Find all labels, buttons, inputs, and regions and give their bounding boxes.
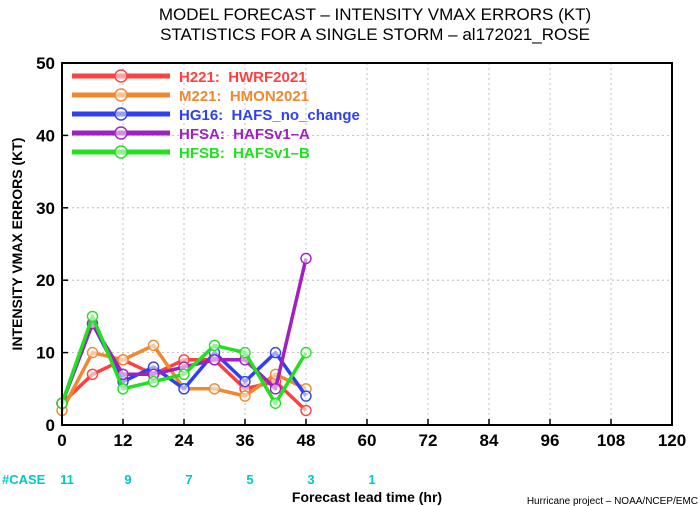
series-point	[239, 346, 251, 359]
series-point	[117, 383, 129, 395]
legend-label: H221: HWRF2021	[179, 69, 307, 86]
legend-label: HFSA: HAFSv1–A	[179, 126, 310, 143]
series-point	[208, 354, 221, 366]
x-tick-label: 0	[57, 431, 66, 450]
case-count: 7	[185, 472, 192, 487]
series-point	[86, 346, 99, 359]
series-point	[86, 310, 99, 323]
series-layer	[56, 252, 312, 417]
plot-frame	[61, 62, 673, 426]
y-tick-label: 50	[36, 54, 55, 73]
x-tick-label: 36	[236, 431, 255, 450]
legend-marker	[114, 145, 128, 159]
credit-text: Hurricane project – NOAA/NCEP/EMC	[527, 496, 698, 506]
legend: H221: HWRF2021 M221: HMON2021 HG16: HAFS_n…	[72, 69, 360, 162]
x-tick-label: 72	[419, 431, 438, 450]
y-tick-label: 10	[36, 344, 55, 363]
series-point	[208, 339, 221, 352]
series-point	[86, 368, 99, 381]
y-tick-label: 20	[36, 271, 55, 290]
case-count: 5	[246, 472, 253, 487]
series-point	[300, 346, 312, 359]
y-axis-ticks: 0 10 20 30 40 50	[36, 54, 68, 435]
series-point	[239, 390, 251, 402]
x-tick-label: 108	[597, 431, 625, 450]
y-tick-label: 40	[36, 126, 55, 145]
series-point	[269, 346, 282, 359]
x-tick-label: 84	[480, 431, 499, 450]
x-tick-label: 12	[114, 431, 133, 450]
x-axis-label: Forecast lead time (hr)	[292, 489, 442, 505]
legend-label: HG16: HAFS_no_change	[179, 107, 360, 124]
series-point	[300, 390, 312, 402]
legend-marker	[114, 107, 128, 121]
series-point	[239, 375, 251, 388]
case-count: 11	[60, 472, 74, 487]
x-tick-label: 24	[175, 431, 194, 450]
series-point	[178, 383, 190, 395]
x-tick-label: 96	[541, 431, 560, 450]
series-point	[208, 383, 221, 395]
legend-label: M221: HMON2021	[179, 88, 309, 105]
series-group	[56, 310, 312, 409]
chart-title-line1: MODEL FORECAST – INTENSITY VMAX ERRORS (…	[159, 5, 591, 24]
legend-marker	[114, 88, 128, 102]
series-point	[300, 404, 312, 417]
chart-title-line2: STATISTICS FOR A SINGLE STORM – al172021…	[160, 25, 590, 44]
legend-marker	[114, 126, 128, 140]
series-point	[269, 383, 282, 395]
case-count: 9	[124, 472, 131, 487]
x-tick-label: 60	[358, 431, 377, 450]
series-point	[147, 375, 160, 388]
series-point	[300, 252, 312, 265]
series-point	[178, 368, 190, 381]
case-label: #CASE	[2, 472, 46, 487]
series-point	[117, 354, 129, 366]
case-count-row: #CASE 11 9 7 5 3 1	[2, 472, 376, 487]
x-axis-ticks: 0 12 24 36 48 60 72 84 96 108 120	[57, 419, 686, 450]
case-count: 1	[368, 472, 375, 487]
legend-label: HFSB: HAFSv1–B	[179, 145, 310, 162]
series-point	[269, 397, 282, 409]
case-count: 3	[307, 472, 314, 487]
y-tick-label: 30	[36, 199, 55, 218]
series-point	[147, 339, 160, 352]
legend-marker	[114, 69, 128, 83]
y-tick-label: 0	[46, 416, 55, 435]
y-axis-label: INTENSITY VMAX ERRORS (KT)	[9, 138, 25, 351]
x-tick-label: 48	[297, 431, 316, 450]
x-tick-label: 120	[658, 431, 686, 450]
